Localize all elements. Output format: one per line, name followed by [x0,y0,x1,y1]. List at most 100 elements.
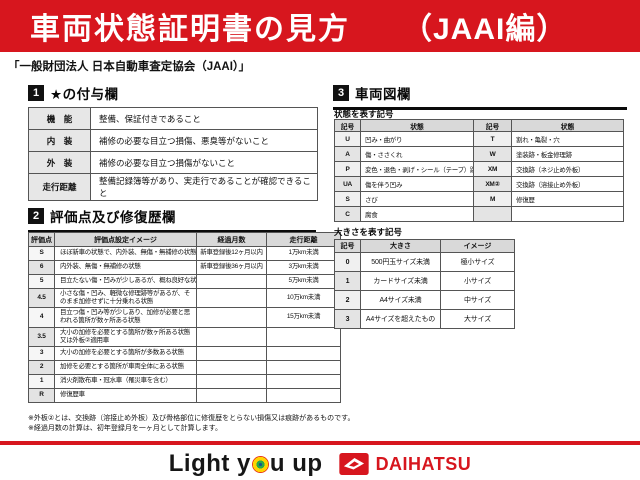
table-cell: A [334,146,361,162]
daihatsu-mark-icon [338,453,369,475]
table-cell [196,359,267,375]
table-cell: 4.5 [28,287,55,309]
table-cell: 新車登録後36ヶ月以内 [196,260,267,275]
table-cell: 消火剤散布車・冠水車（罹災車を含む） [54,373,197,389]
table-cell: 外 装 [28,151,91,174]
table-row: 1 カードサイズ未満 小サイズ [334,271,515,291]
table-cell: 3.5 [28,326,55,347]
column-header: イメージ [440,239,515,253]
column-header: 走行距離 [266,232,341,247]
table-row: C 腐食 [334,206,624,222]
column-header: 状態 [360,119,474,132]
light-you-up-o-icon [251,455,269,473]
table-cell: 変色・退色・剥げ・シール（テープ）跡 [360,161,474,177]
footnote-line: ※外板②とは、交換跡（溶接止め外板）及び骨格部位に修復歴をとらない損傷又は痕跡が… [28,415,355,422]
table-cell: U [334,131,361,147]
table-row: 走行距離 整備記録簿等があり、実走行であることが確認できること [28,173,318,201]
table-cell: R [28,387,55,403]
table-cell: さび [360,191,474,207]
table-cell: 塗装跡・板金修理跡 [511,146,624,162]
table-cell: 5 [28,274,55,289]
table-cell: 内 装 [28,129,91,152]
table-cell: 走行距離 [28,173,91,201]
table-cell: M [473,191,512,207]
slogan-text-left: Light y [168,450,251,477]
table-cell: 1 [334,271,361,291]
table-row: UA 傷を伴う凹み XM② 交換跡（溶接止め外板） [334,176,624,192]
table-cell: 2 [334,290,361,310]
page-title: 車両状態証明書の見方 [30,13,350,46]
table-row: 外 装補修の必要な目立つ損傷がないこと [28,151,318,174]
table-row: 0 500円玉サイズ未満 極小サイズ [334,252,515,272]
table-cell: UA [334,176,361,192]
column-header: 大きさ [360,239,441,253]
evaluation-points-table: 評価点 評価点設定イメージ 経過月数 走行距離 S ほぼ新車の状態で、内外装、無傷… [28,232,341,403]
footer: Light y u up DAIHATSU [0,449,640,479]
column-header: 経過月数 [196,232,267,247]
table-cell: 内外装、無傷・無補修の状態 [54,260,197,275]
table-header-row: 記号 状態 記号 状態 [334,119,624,132]
table-cell: 交換跡（溶接止め外板） [511,176,624,192]
table-cell: S [28,246,55,261]
table-row: 6 内外装、無傷・無補修の状態 新車登録後36ヶ月以内 3万km未満 [28,260,341,275]
table-cell [266,387,341,403]
table-cell: 凹み・曲がり [360,131,474,147]
table-cell: 1 [28,373,55,389]
table-cell: 5万km未満 [266,274,341,289]
table-cell: 3 [334,309,361,329]
table-row: 5 目立たない傷・凹みが少しあるが、概ね良好な状態 5万km未満 [28,274,341,289]
table-cell: 補修の必要な目立つ損傷、悪臭等がないこと [90,129,318,152]
table-row: 3 A4サイズを超えたもの 大サイズ [334,309,515,329]
size-symbols-subheading: 大きさを表す記号 [334,227,403,237]
table-cell [196,326,267,347]
table-cell: 機 能 [28,107,91,130]
table-cell: 10万km未満 [266,287,341,309]
column-header: 評価点 [28,232,55,247]
table-cell: 極小サイズ [440,252,515,272]
table-row: S ほぼ新車の状態で、内外装、無傷・無補修の状態 新車登録後12ヶ月以内 1万km未満 [28,246,341,261]
table-row: 4.5 小さな傷・凹み、軽微な修理跡等があるが、そのまま加修せずに十分乗れる状態 1… [28,287,341,309]
table-cell: 修復歴 [511,191,624,207]
table-cell: 500円玉サイズ未満 [360,252,441,272]
section2-number-badge: 2 [28,208,44,224]
table-cell: 中サイズ [440,290,515,310]
footnote-line: ※経過月数の計算は、初年登録月を一ヶ月として計算します。 [28,425,222,433]
table-cell: 補修の必要な目立つ損傷がないこと [90,151,318,174]
section3-number-badge: 3 [333,85,349,101]
table-row: P 変色・退色・剥げ・シール（テープ）跡 XM 交換跡（ネジ止め外板） [334,161,624,177]
table-cell: 整備、保証付きであること [90,107,318,130]
table-cell: A4サイズ未満 [360,290,441,310]
divider-red-line [0,441,640,445]
table-row: S さび M 修復歴 [334,191,624,207]
table-cell: 傷・ささくれ [360,146,474,162]
table-cell: 3 [28,345,55,361]
section3-header: 3 車両図欄 [333,83,627,110]
table-row: 2 加修を必要とする箇所が車両全体にある状態 [28,359,341,375]
table-header-row: 記号 大きさ イメージ [334,239,515,253]
table-cell: A4サイズを超えたもの [360,309,441,329]
table-cell: 大小の加修を必要とする箇所が数ヶ所ある状態又は外板②適用車 [54,326,197,347]
slogan-text-right: u up [269,450,323,477]
table-cell: 目立たない傷・凹みが少しあるが、概ね良好な状態 [54,274,197,289]
table-row: 4 目立つ傷・凹み等が少しあり、加修が必要と思われる箇所が数ヶ所ある状態 15万km… [28,307,341,328]
table-cell: カードサイズ未満 [360,271,441,291]
column-header: 評価点設定イメージ [54,232,197,247]
table-cell: 交換跡（ネジ止め外板） [511,161,624,177]
table-cell: 腐食 [360,206,474,222]
table-cell: 3万km未満 [266,260,341,275]
table-row: 2 A4サイズ未満 中サイズ [334,290,515,310]
light-you-up-slogan: Light y u up [169,450,323,478]
table-row: 内 装補修の必要な目立つ損傷、悪臭等がないこと [28,129,318,152]
page-title-edition: （JAAI編） [402,13,568,46]
table-row: 3.5 大小の加修を必要とする箇所が数ヶ所ある状態又は外板②適用車 [28,326,341,347]
table-cell: 整備記録簿等があり、実走行であることが確認できること [90,173,318,201]
table-row: 1 消火剤散布車・冠水車（罹災車を含む） [28,373,341,389]
table-cell: 新車登録後12ヶ月以内 [196,246,267,261]
table-cell: XM [473,161,512,177]
table-cell: T [473,131,512,147]
table-cell: 小さな傷・凹み、軽微な修理跡等があるが、そのまま加修せずに十分乗れる状態 [54,287,197,309]
daihatsu-wordmark: DAIHATSU [375,453,472,474]
table-cell [266,345,341,361]
table-cell [196,373,267,389]
table-row: R 修復歴車 [28,387,341,403]
